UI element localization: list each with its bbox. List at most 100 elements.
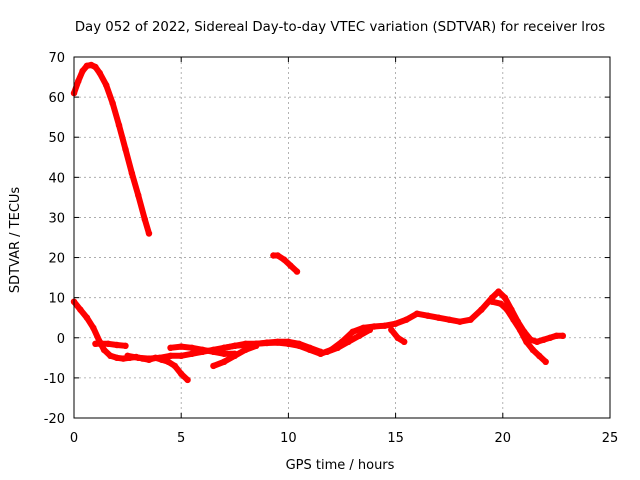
data-point <box>446 316 453 323</box>
data-point <box>75 77 82 85</box>
data-point <box>559 332 566 339</box>
data-point <box>105 340 112 347</box>
data-point <box>92 340 99 347</box>
y-tick-label: 30 <box>48 211 65 226</box>
data-point <box>113 354 121 361</box>
data-point <box>542 358 549 365</box>
data-point <box>263 339 271 347</box>
x-tick-label: 20 <box>495 431 512 446</box>
data-point <box>122 146 129 153</box>
data-point <box>533 338 541 345</box>
data-point <box>536 352 543 359</box>
data-point <box>188 344 196 351</box>
data-point <box>77 306 84 313</box>
data-point <box>167 352 174 359</box>
data-point <box>231 352 238 359</box>
y-tick-label: 60 <box>48 91 65 106</box>
data-point <box>165 358 172 365</box>
data-point <box>306 346 313 353</box>
data-point <box>109 99 116 107</box>
data-point <box>79 67 86 75</box>
data-point <box>323 348 331 355</box>
data-point <box>516 326 524 333</box>
data-point <box>141 216 148 223</box>
data-point <box>220 344 228 351</box>
data-point <box>220 350 228 357</box>
data-point <box>253 340 260 347</box>
data-point <box>529 346 536 353</box>
data-point <box>366 326 374 333</box>
data-point <box>478 306 485 313</box>
data-point <box>274 252 281 259</box>
y-tick-label: 50 <box>48 131 65 146</box>
data-point <box>145 355 153 362</box>
data-point <box>403 316 410 323</box>
x-tick-label: 15 <box>387 431 404 446</box>
data-point <box>231 342 238 349</box>
y-tick-label: 0 <box>57 332 65 347</box>
tick-labels: 0 5 10 15 20 25 -20 -10 0 10 20 30 40 50 60 70 <box>44 51 619 446</box>
data-point <box>178 370 185 378</box>
y-tick-label: 10 <box>48 292 65 307</box>
data-point <box>334 344 341 351</box>
data-point <box>392 320 399 327</box>
data-point <box>501 294 509 301</box>
data-point <box>295 342 303 349</box>
data-point <box>401 338 408 345</box>
data-point <box>345 338 352 345</box>
x-tick-label: 25 <box>602 431 619 446</box>
y-tick-label: -20 <box>44 412 65 427</box>
data-point <box>122 342 129 349</box>
data-point <box>135 192 142 199</box>
data-point <box>488 298 496 305</box>
data-point <box>553 332 560 339</box>
y-tick-label: -10 <box>44 372 65 387</box>
data-point <box>156 354 163 361</box>
data-point <box>503 306 511 313</box>
data-point <box>210 362 217 370</box>
data-point <box>424 312 431 319</box>
data-point <box>98 340 106 347</box>
data-point <box>124 352 131 359</box>
data-point <box>107 352 114 359</box>
data-point <box>178 352 185 359</box>
x-axis-label: GPS time / hours <box>286 458 395 473</box>
data-point <box>115 122 123 129</box>
data-point <box>145 230 153 237</box>
grid <box>74 57 610 418</box>
x-tick-label: 5 <box>177 431 185 446</box>
data-point <box>92 63 99 71</box>
y-axis-label: SDTVAR / TECUs <box>8 187 23 294</box>
data-point <box>96 69 103 77</box>
y-tick-label: 70 <box>48 51 65 66</box>
data-point <box>495 288 502 295</box>
data-point <box>113 341 121 349</box>
data-point <box>388 326 395 333</box>
chart-title: Day 052 of 2022, Sidereal Day-to-day VTE… <box>75 20 605 35</box>
data-point <box>100 346 108 353</box>
data-point <box>274 339 281 346</box>
data-point <box>510 316 517 323</box>
data-point <box>356 332 363 339</box>
data-point <box>287 262 294 269</box>
data-point <box>413 310 421 317</box>
data-point <box>184 376 191 384</box>
data-point <box>317 350 324 357</box>
data-point <box>523 338 530 345</box>
data-point <box>349 328 356 335</box>
data-point <box>435 314 442 321</box>
data-point <box>220 358 228 365</box>
data-point <box>456 318 464 325</box>
data-point <box>178 343 185 350</box>
data-point <box>171 362 178 370</box>
data-point <box>242 346 249 353</box>
data-point <box>540 336 547 343</box>
data-point <box>285 340 292 347</box>
data-point <box>394 334 401 341</box>
plot-frame <box>73 56 611 419</box>
data-point <box>497 300 504 307</box>
data-point <box>128 170 136 177</box>
data-point <box>546 334 554 341</box>
data-point <box>167 344 174 351</box>
